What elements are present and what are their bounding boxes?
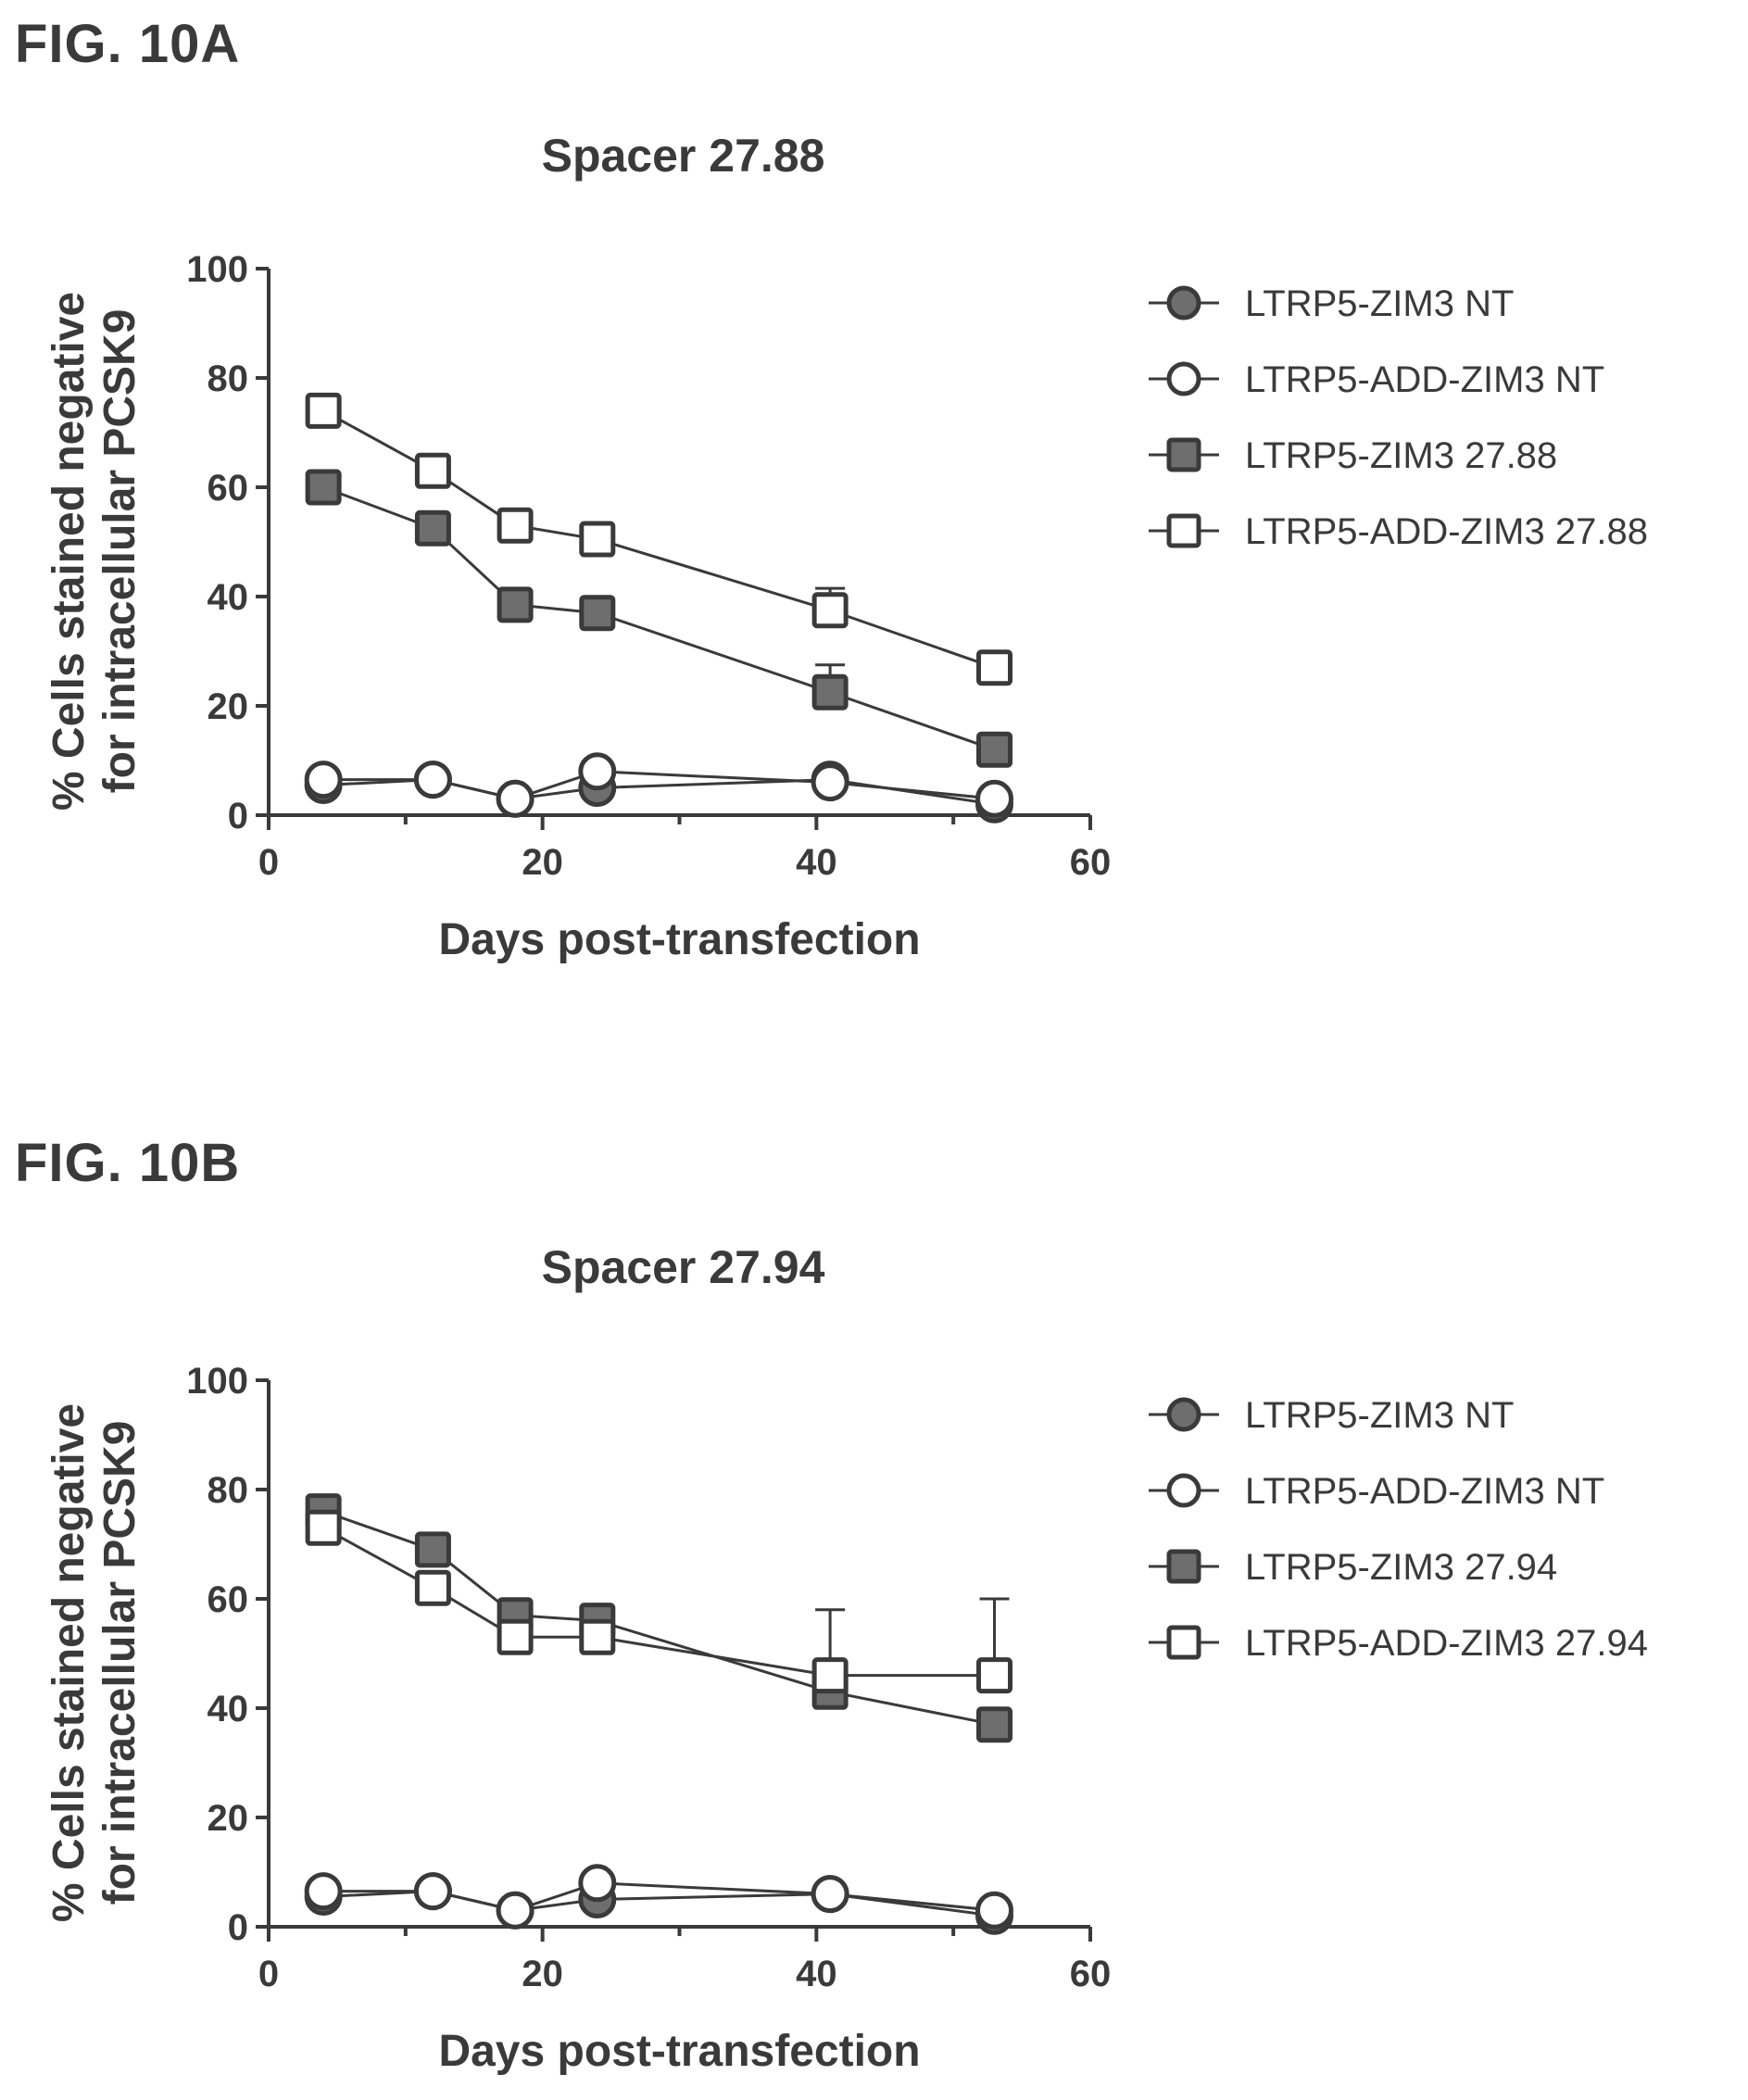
legend-label: LTRP5-ADD-ZIM3 NT	[1245, 359, 1604, 400]
data-point-square	[976, 1657, 1013, 1694]
y-tick-label: 40	[207, 1689, 249, 1729]
series-line	[322, 409, 996, 670]
data-point-square	[579, 521, 616, 558]
data-point-square	[497, 1618, 534, 1655]
y-tick-label: 80	[207, 358, 249, 399]
data-point-square	[579, 1618, 616, 1655]
x-axis-label: Days post-transfection	[438, 2027, 920, 2076]
legend-label: LTRP5-ADD-ZIM3 27.88	[1245, 511, 1648, 552]
line-chart-spacer-27-94: Spacer 27.94 0 20 40 60 80 100 0 20 40 60 Days post…	[44, 1241, 1648, 2076]
y-tick-label: 60	[207, 468, 249, 509]
x-tick-label: 40	[796, 842, 837, 883]
y-tick-label: 100	[186, 249, 248, 290]
data-point-circle	[496, 1891, 534, 1930]
x-tick-label: 60	[1070, 842, 1112, 883]
y-tick-label: 40	[207, 577, 249, 618]
data-point-circle	[975, 779, 1014, 818]
legend-label: LTRP5-ZIM3 NT	[1245, 283, 1514, 324]
data-point-circle	[304, 761, 343, 799]
line-chart-spacer-27-88: Spacer 27.88 0 20 40 60 80 100 0 20 40 60 Days post…	[44, 130, 1648, 964]
legend-marker-square	[1166, 1625, 1201, 1660]
data-point-square	[305, 392, 342, 429]
y-axis-label-line: for intracellular PCSK9	[95, 309, 145, 794]
legend-label: LTRP5-ADD-ZIM3 27.94	[1245, 1623, 1648, 1664]
data-point-square	[305, 1509, 342, 1546]
data-point-circle	[578, 1864, 617, 1903]
data-point-square	[811, 673, 849, 710]
data-point-circle	[413, 761, 452, 799]
legend-marker-circle	[1166, 1473, 1201, 1508]
data-point-circle	[975, 1891, 1014, 1930]
legend-label: LTRP5-ADD-ZIM3 NT	[1245, 1471, 1604, 1512]
data-point-circle	[304, 1872, 343, 1911]
data-point-square	[414, 509, 451, 547]
legend-marker-square	[1166, 1549, 1201, 1584]
series-line	[322, 1510, 995, 1727]
y-axis-label-line: for intracellular PCSK9	[95, 1421, 145, 1905]
data-point-square	[414, 452, 451, 489]
y-tick-label: 20	[207, 1798, 249, 1839]
legend-marker-circle	[1166, 285, 1201, 321]
legend-marker-circle	[1166, 1397, 1201, 1432]
chart-title: Spacer 27.94	[542, 1241, 825, 1293]
data-point-square	[497, 507, 534, 544]
data-point-circle	[811, 1875, 849, 1914]
data-point-square	[497, 586, 534, 623]
legend-marker-square	[1166, 513, 1201, 548]
data-point-square	[305, 469, 342, 506]
data-point-circle	[578, 752, 617, 791]
x-tick-label: 0	[258, 842, 279, 883]
legend-label: LTRP5-ZIM3 27.94	[1245, 1547, 1557, 1588]
legend-marker-square	[1166, 437, 1201, 472]
x-tick-label: 40	[796, 1954, 837, 1994]
y-tick-label: 60	[207, 1579, 249, 1620]
legend-marker-circle	[1166, 361, 1201, 396]
data-point-square	[976, 1706, 1013, 1743]
y-axis-label-line: % Cells stained negative	[44, 292, 94, 811]
data-point-circle	[496, 779, 534, 818]
series-line	[322, 485, 996, 751]
x-tick-label: 60	[1070, 1954, 1112, 1994]
y-tick-label: 100	[186, 1361, 248, 1402]
y-axis-label-line: % Cells stained negative	[44, 1403, 94, 1922]
data-point-circle	[413, 1872, 452, 1911]
data-point-square	[579, 595, 616, 632]
x-tick-label: 20	[522, 1954, 563, 1994]
y-tick-label: 80	[207, 1470, 249, 1511]
y-tick-label: 20	[207, 686, 249, 727]
figure-b-label: FIG. 10B	[15, 1133, 241, 1193]
legend-label: LTRP5-ZIM3 27.88	[1245, 435, 1557, 476]
x-tick-label: 0	[258, 1954, 279, 1994]
legend-label: LTRP5-ZIM3 NT	[1245, 1395, 1514, 1436]
data-point-square	[976, 649, 1013, 686]
data-point-circle	[811, 763, 849, 802]
series-line	[322, 1526, 995, 1678]
chart-title: Spacer 27.88	[542, 130, 825, 182]
x-tick-label: 20	[522, 842, 563, 883]
y-tick-label: 0	[228, 1907, 248, 1948]
data-point-square	[976, 731, 1013, 768]
data-point-square	[811, 592, 849, 629]
data-point-square	[414, 1531, 451, 1568]
data-point-square	[414, 1569, 451, 1606]
y-tick-label: 0	[228, 796, 248, 836]
x-axis-label: Days post-transfection	[438, 915, 920, 964]
data-point-square	[811, 1657, 849, 1694]
figure-a-label: FIG. 10A	[15, 14, 241, 74]
